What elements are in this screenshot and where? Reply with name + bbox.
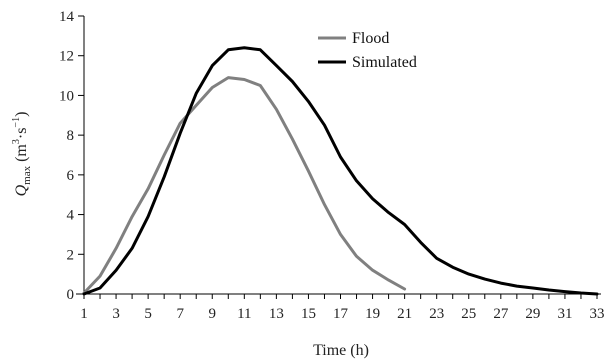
x-tick-label: 19 (365, 306, 380, 322)
x-tick-label: 5 (144, 306, 152, 322)
x-tick-label: 21 (397, 306, 412, 322)
x-tick-label: 3 (112, 306, 120, 322)
x-tick-label: 9 (209, 306, 217, 322)
y-tick-label: 2 (67, 247, 75, 263)
y-axis-ticks: 0 2 4 6 8 10 12 14 (59, 9, 84, 303)
series-line-flood (82, 76, 407, 295)
y-tick-label: 8 (67, 128, 75, 144)
y-axis-title-units-mid: ·s (13, 128, 30, 140)
y-tick-label: 14 (59, 9, 75, 25)
y-axis-title-subscript: max (21, 165, 33, 184)
x-tick-label: 7 (176, 306, 184, 322)
x-tick-label: 27 (493, 306, 509, 322)
x-tick-label: 1 (80, 306, 88, 322)
y-axis-title: Qmax (m3·s−1) (11, 112, 33, 197)
x-tick-label: 23 (429, 306, 444, 322)
x-tick-label: 15 (301, 306, 316, 322)
x-tick-label: 25 (461, 306, 476, 322)
y-axis-title-base: Q (13, 184, 30, 196)
y-tick-label: 4 (67, 208, 75, 224)
y-tick-label: 12 (59, 49, 74, 65)
y-tick-label: 0 (67, 287, 75, 303)
series-layer (82, 46, 599, 296)
x-tick-label: 11 (237, 306, 251, 322)
y-tick-label: 10 (59, 88, 74, 104)
x-axis-ticks: 1 3 5 7 9 11 13 15 17 19 21 23 25 27 29 31 33 (80, 294, 605, 322)
x-axis-title: Time (h) (313, 342, 369, 359)
x-tick-label: 17 (333, 306, 349, 322)
legend: Flood Simulated (318, 30, 417, 71)
legend-label-simulated: Simulated (352, 54, 417, 71)
axes (76, 16, 601, 295)
x-tick-label: 13 (269, 306, 284, 322)
y-axis-title-exp1: 3 (11, 139, 22, 144)
y-tick-label: 6 (67, 168, 75, 184)
series-line-simulated (82, 46, 599, 296)
y-axis-title-units-open: (m (13, 144, 30, 166)
x-tick-label: 31 (557, 306, 572, 322)
y-axis-title-exp2: −1 (11, 117, 22, 128)
x-tick-label: 29 (525, 306, 540, 322)
x-tick-label: 33 (590, 306, 605, 322)
legend-label-flood: Flood (352, 30, 389, 47)
y-axis-title-units-close: ) (13, 112, 30, 117)
